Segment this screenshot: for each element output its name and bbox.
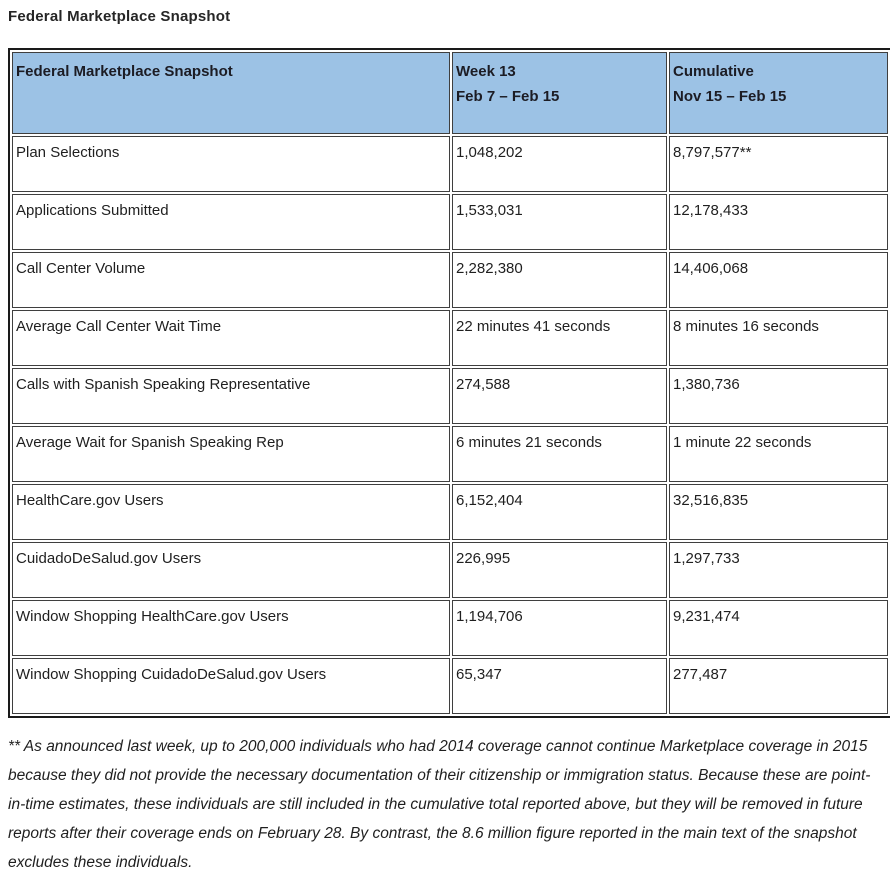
header-week-line1: Week 13: [456, 63, 516, 80]
row-week-value-cell: 274,588: [452, 368, 667, 424]
row-cumulative-value-cell: 8 minutes 16 seconds: [669, 310, 888, 366]
page-title: Federal Marketplace Snapshot: [8, 8, 231, 25]
header-cumulative-line1: Cumulative: [673, 63, 754, 80]
row-week-value-cell: 1,194,706: [452, 600, 667, 656]
row-cumulative-value-cell: 277,487: [669, 658, 888, 714]
table-row: Average Call Center Wait Time 22 minutes…: [12, 310, 888, 366]
row-week-value-cell: 2,282,380: [452, 252, 667, 308]
row-week-value-cell: 65,347: [452, 658, 667, 714]
header-cell-cumulative: Cumulative Nov 15 – Feb 15: [669, 52, 888, 134]
table-row: HealthCare.gov Users 6,152,404 32,516,83…: [12, 484, 888, 540]
row-label-cell: Average Wait for Spanish Speaking Rep: [12, 426, 450, 482]
row-week-value-cell: 6,152,404: [452, 484, 667, 540]
row-label-cell: Window Shopping CuidadoDeSalud.gov Users: [12, 658, 450, 714]
snapshot-table: Federal Marketplace Snapshot Week 13 Feb…: [8, 48, 890, 718]
row-label-cell: Window Shopping HealthCare.gov Users: [12, 600, 450, 656]
row-label-cell: Plan Selections: [12, 136, 450, 192]
table-row: Calls with Spanish Speaking Representati…: [12, 368, 888, 424]
footnote: ** As announced last week, up to 200,000…: [8, 738, 871, 871]
row-week-value-cell: 226,995: [452, 542, 667, 598]
row-label-cell: CuidadoDeSalud.gov Users: [12, 542, 450, 598]
header-cell-week: Week 13 Feb 7 – Feb 15: [452, 52, 667, 134]
table-row: Call Center Volume 2,282,380 14,406,068: [12, 252, 888, 308]
row-week-value-cell: 1,533,031: [452, 194, 667, 250]
table-row: CuidadoDeSalud.gov Users 226,995 1,297,7…: [12, 542, 888, 598]
row-cumulative-value-cell: 14,406,068: [669, 252, 888, 308]
row-cumulative-value-cell: 1 minute 22 seconds: [669, 426, 888, 482]
row-week-value-cell: 6 minutes 21 seconds: [452, 426, 667, 482]
table-row: Plan Selections 1,048,202 8,797,577**: [12, 136, 888, 192]
row-cumulative-value-cell: 9,231,474: [669, 600, 888, 656]
row-week-value-cell: 1,048,202: [452, 136, 667, 192]
table-body: Plan Selections 1,048,202 8,797,577** Ap…: [12, 136, 888, 714]
row-cumulative-value-cell: 12,178,433: [669, 194, 888, 250]
row-cumulative-value-cell: 8,797,577**: [669, 136, 888, 192]
header-row: Federal Marketplace Snapshot Week 13 Feb…: [12, 52, 888, 134]
row-label-cell: Calls with Spanish Speaking Representati…: [12, 368, 450, 424]
row-label-cell: Applications Submitted: [12, 194, 450, 250]
row-label-cell: HealthCare.gov Users: [12, 484, 450, 540]
row-week-value-cell: 22 minutes 41 seconds: [452, 310, 667, 366]
header-metric-label: Federal Marketplace Snapshot: [16, 63, 233, 80]
row-label-cell: Average Call Center Wait Time: [12, 310, 450, 366]
header-week-line2: Feb 7 – Feb 15: [456, 88, 560, 105]
row-cumulative-value-cell: 1,297,733: [669, 542, 888, 598]
table-row: Window Shopping CuidadoDeSalud.gov Users…: [12, 658, 888, 714]
row-cumulative-value-cell: 1,380,736: [669, 368, 888, 424]
table-row: Window Shopping HealthCare.gov Users 1,1…: [12, 600, 888, 656]
row-cumulative-value-cell: 32,516,835: [669, 484, 888, 540]
row-label-cell: Call Center Volume: [12, 252, 450, 308]
table-row: Applications Submitted 1,533,031 12,178,…: [12, 194, 888, 250]
table-row: Average Wait for Spanish Speaking Rep 6 …: [12, 426, 888, 482]
header-cumulative-line2: Nov 15 – Feb 15: [673, 88, 787, 105]
header-cell-metric: Federal Marketplace Snapshot: [12, 52, 450, 134]
page: Federal Marketplace Snapshot Federal Mar…: [8, 8, 890, 871]
